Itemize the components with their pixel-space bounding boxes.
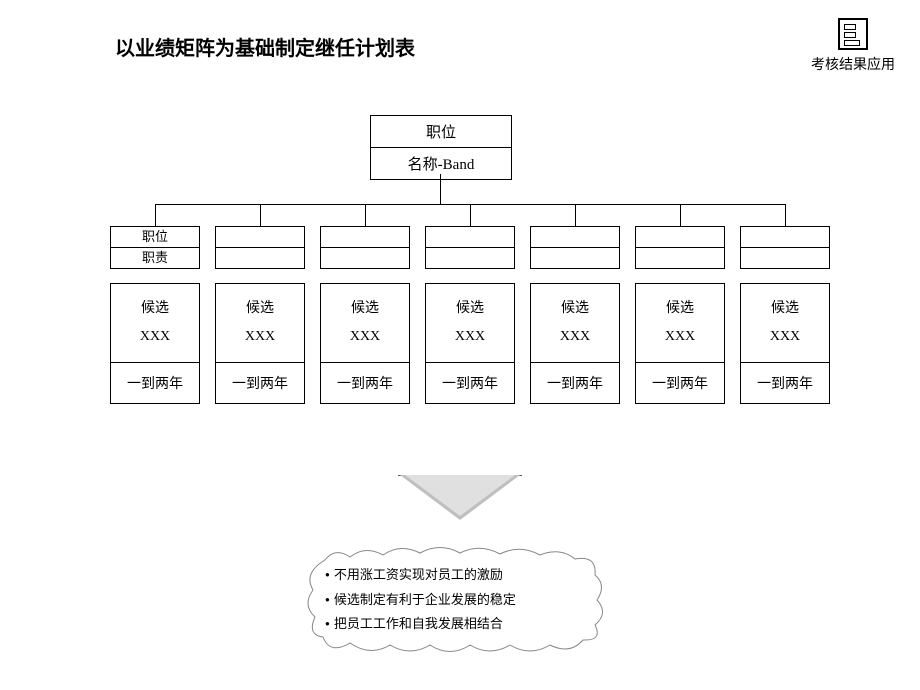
head-row bbox=[741, 227, 829, 247]
column: 候选XXX一到两年 bbox=[425, 204, 515, 404]
head-row: 职位 bbox=[111, 227, 199, 247]
candidate-box: 候选XXX一到两年 bbox=[425, 283, 515, 404]
top-box-row1: 职位 bbox=[371, 116, 511, 147]
bullet-item: 不用涨工资实现对员工的激励 bbox=[325, 563, 585, 588]
connector-vertical bbox=[575, 204, 576, 226]
candidate-box: 候选XXX一到两年 bbox=[530, 283, 620, 404]
candidate-label: 候选 bbox=[246, 295, 274, 323]
candidate-label: 候选 bbox=[141, 295, 169, 323]
candidate-box: 候选XXX一到两年 bbox=[215, 283, 305, 404]
head-row bbox=[426, 227, 514, 247]
candidate-label: 候选 bbox=[561, 295, 589, 323]
bullet-item: 把员工工作和自我发展相结合 bbox=[325, 612, 585, 637]
column-head-box bbox=[635, 226, 725, 269]
head-row bbox=[636, 247, 724, 268]
head-row bbox=[216, 227, 304, 247]
connector-vertical bbox=[260, 204, 261, 226]
connector-vertical bbox=[155, 204, 156, 226]
bullet-item: 候选制定有利于企业发展的稳定 bbox=[325, 588, 585, 613]
columns-container: 职位职责候选XXX一到两年 候选XXX一到两年 候选XXX一到两年 候选XXX一… bbox=[110, 204, 830, 404]
head-row bbox=[216, 247, 304, 268]
candidate-top: 候选XXX bbox=[741, 284, 829, 362]
candidate-period: 一到两年 bbox=[636, 362, 724, 403]
candidate-label: 候选 bbox=[771, 295, 799, 323]
candidate-name: XXX bbox=[245, 323, 275, 351]
head-row bbox=[321, 227, 409, 247]
candidate-label: 候选 bbox=[666, 295, 694, 323]
candidate-box: 候选XXX一到两年 bbox=[320, 283, 410, 404]
candidate-top: 候选XXX bbox=[321, 284, 409, 362]
column-head-box bbox=[320, 226, 410, 269]
candidate-box: 候选XXX一到两年 bbox=[740, 283, 830, 404]
candidate-top: 候选XXX bbox=[426, 284, 514, 362]
column: 候选XXX一到两年 bbox=[320, 204, 410, 404]
candidate-period: 一到两年 bbox=[426, 362, 514, 403]
candidate-label: 候选 bbox=[351, 295, 379, 323]
column-head-box bbox=[740, 226, 830, 269]
top-position-box: 职位 名称-Band bbox=[370, 115, 512, 180]
connector-vertical bbox=[680, 204, 681, 226]
candidate-label: 候选 bbox=[456, 295, 484, 323]
candidate-name: XXX bbox=[455, 323, 485, 351]
candidate-name: XXX bbox=[350, 323, 380, 351]
connector-vertical-root bbox=[440, 174, 441, 204]
candidate-top: 候选XXX bbox=[636, 284, 724, 362]
top-box-row2: 名称-Band bbox=[371, 147, 511, 179]
candidate-period: 一到两年 bbox=[321, 362, 409, 403]
column-head-box bbox=[425, 226, 515, 269]
head-row: 职责 bbox=[111, 247, 199, 268]
candidate-name: XXX bbox=[665, 323, 695, 351]
column-head-box: 职位职责 bbox=[110, 226, 200, 269]
candidate-name: XXX bbox=[140, 323, 170, 351]
corner-label: 考核结果应用 bbox=[811, 54, 895, 74]
candidate-period: 一到两年 bbox=[741, 362, 829, 403]
candidate-period: 一到两年 bbox=[216, 362, 304, 403]
column: 候选XXX一到两年 bbox=[635, 204, 725, 404]
candidate-name: XXX bbox=[770, 323, 800, 351]
candidate-box: 候选XXX一到两年 bbox=[635, 283, 725, 404]
candidate-name: XXX bbox=[560, 323, 590, 351]
corner-icon bbox=[838, 18, 868, 50]
bullet-list: 不用涨工资实现对员工的激励候选制定有利于企业发展的稳定把员工工作和自我发展相结合 bbox=[325, 563, 585, 637]
column-head-box bbox=[215, 226, 305, 269]
head-row bbox=[531, 227, 619, 247]
column: 候选XXX一到两年 bbox=[530, 204, 620, 404]
candidate-box: 候选XXX一到两年 bbox=[110, 283, 200, 404]
candidate-top: 候选XXX bbox=[216, 284, 304, 362]
candidate-top: 候选XXX bbox=[111, 284, 199, 362]
corner-badge: 考核结果应用 bbox=[811, 18, 895, 74]
connector-vertical bbox=[785, 204, 786, 226]
column: 候选XXX一到两年 bbox=[215, 204, 305, 404]
callout-cloud: 不用涨工资实现对员工的激励候选制定有利于企业发展的稳定把员工工作和自我发展相结合 bbox=[305, 545, 605, 655]
candidate-period: 一到两年 bbox=[111, 362, 199, 403]
connector-vertical bbox=[470, 204, 471, 226]
column: 候选XXX一到两年 bbox=[740, 204, 830, 404]
head-row bbox=[741, 247, 829, 268]
head-row bbox=[531, 247, 619, 268]
candidate-top: 候选XXX bbox=[531, 284, 619, 362]
down-arrow-inner bbox=[405, 475, 515, 516]
head-row bbox=[321, 247, 409, 268]
page-title: 以业绩矩阵为基础制定继任计划表 bbox=[115, 32, 415, 61]
candidate-period: 一到两年 bbox=[531, 362, 619, 403]
column-head-box bbox=[530, 226, 620, 269]
column: 职位职责候选XXX一到两年 bbox=[110, 204, 200, 404]
head-row bbox=[426, 247, 514, 268]
connector-vertical bbox=[365, 204, 366, 226]
head-row bbox=[636, 227, 724, 247]
